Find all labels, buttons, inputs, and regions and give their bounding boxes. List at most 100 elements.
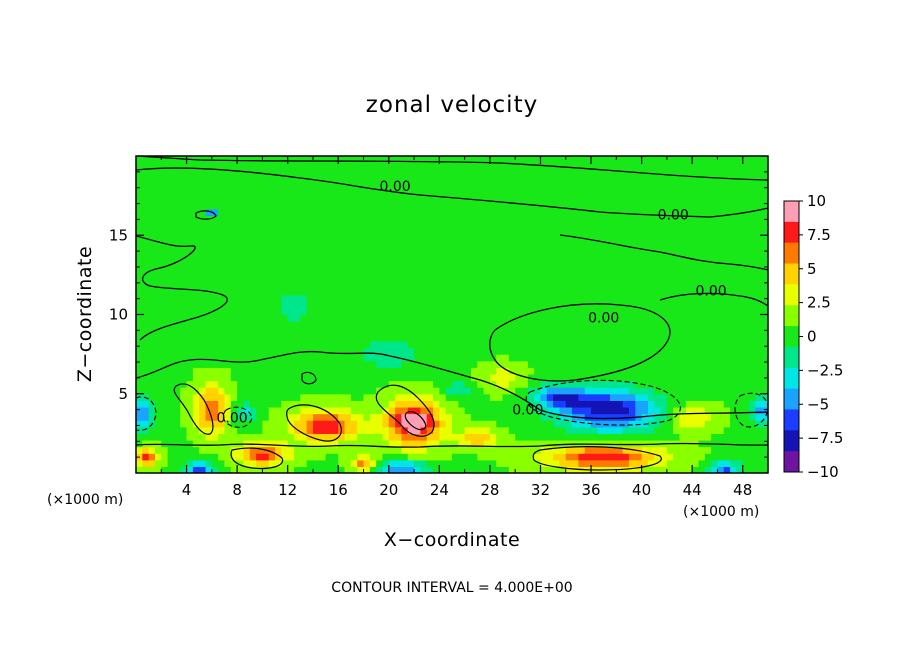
- field-cell: [692, 228, 700, 236]
- field-cell: [237, 334, 245, 342]
- field-cell: [256, 307, 263, 316]
- field-cell: [464, 301, 472, 309]
- field-cell: [704, 367, 712, 375]
- field-cell: [281, 281, 289, 289]
- field-cell: [641, 400, 649, 408]
- field-cell: [477, 175, 485, 184]
- field-cell: [407, 261, 415, 269]
- field-cell: [148, 182, 156, 190]
- field-cell: [679, 466, 687, 473]
- field-cell: [294, 347, 301, 355]
- field-cell: [464, 406, 472, 415]
- field-cell: [553, 182, 561, 190]
- field-cell: [376, 367, 384, 375]
- field-cell: [186, 433, 194, 441]
- field-cell: [237, 420, 245, 428]
- field-cell: [761, 182, 768, 190]
- field-cell: [553, 347, 561, 355]
- field-cell: [553, 314, 561, 322]
- field-cell: [180, 314, 188, 322]
- field-cell: [704, 261, 712, 269]
- field-cell: [300, 301, 308, 309]
- field-cell: [192, 439, 200, 448]
- field-cell: [508, 248, 516, 256]
- field-cell: [256, 274, 263, 283]
- field-cell: [262, 321, 270, 329]
- field-cell: [224, 340, 232, 349]
- field-cell: [136, 380, 143, 388]
- field-cell: [452, 294, 459, 302]
- field-cell: [224, 321, 232, 329]
- field-cell: [331, 175, 339, 184]
- field-cell: [572, 453, 579, 461]
- field-cell: [363, 281, 371, 289]
- field-cell: [154, 202, 162, 210]
- field-cell: [237, 439, 245, 448]
- field-cell: [452, 162, 459, 170]
- field-cell: [224, 175, 232, 184]
- field-cell: [433, 373, 440, 382]
- field-cell: [521, 413, 529, 421]
- field-cell: [249, 294, 257, 302]
- field-cell: [312, 453, 320, 461]
- field-cell: [730, 162, 737, 170]
- field-cell: [281, 453, 289, 461]
- field-cell: [300, 208, 308, 217]
- field-cell: [331, 426, 339, 434]
- field-cell: [369, 453, 377, 461]
- field-cell: [458, 334, 466, 342]
- field-cell: [610, 459, 617, 467]
- field-cell: [275, 228, 282, 236]
- field-cell: [572, 367, 579, 375]
- field-cell: [679, 307, 687, 316]
- field-cell: [306, 367, 314, 375]
- field-cell: [420, 446, 428, 454]
- field-cell: [616, 321, 624, 329]
- field-cell: [306, 400, 314, 408]
- field-cell: [331, 274, 339, 283]
- field-cell: [698, 202, 706, 210]
- field-cell: [420, 387, 428, 395]
- field-cell: [470, 156, 478, 164]
- field-cell: [186, 248, 194, 256]
- field-cell: [148, 314, 156, 322]
- field-cell: [281, 387, 289, 395]
- field-cell: [692, 420, 700, 428]
- field-cell: [439, 393, 447, 401]
- field-cell: [350, 261, 358, 269]
- field-cell: [325, 420, 333, 428]
- field-cell: [148, 301, 156, 309]
- field-cell: [199, 439, 207, 448]
- field-cell: [755, 288, 763, 296]
- field-cell: [275, 162, 282, 170]
- field-cell: [584, 413, 592, 421]
- field-cell: [262, 340, 270, 349]
- field-cell: [262, 360, 270, 368]
- field-cell: [660, 433, 668, 441]
- field-cell: [647, 446, 655, 454]
- field-cell: [439, 255, 447, 263]
- field-cell: [540, 347, 548, 355]
- field-cell: [256, 156, 263, 164]
- field-cell: [237, 373, 245, 382]
- field-cell: [376, 156, 384, 164]
- field-cell: [154, 420, 162, 428]
- field-cell: [698, 169, 706, 177]
- field-cell: [167, 294, 175, 302]
- field-cell: [452, 241, 459, 250]
- field-cell: [641, 360, 649, 368]
- field-cell: [749, 281, 756, 289]
- field-cell: [654, 420, 662, 428]
- field-cell: [610, 334, 617, 342]
- field-cell: [483, 453, 491, 461]
- field-cell: [578, 208, 586, 217]
- field-cell: [331, 156, 339, 164]
- field-cell: [344, 162, 352, 170]
- field-cell: [730, 222, 737, 230]
- field-cell: [502, 156, 510, 164]
- field-cell: [230, 195, 238, 203]
- field-cell: [496, 301, 504, 309]
- field-cell: [616, 400, 624, 408]
- field-cell: [692, 413, 700, 421]
- field-cell: [641, 281, 649, 289]
